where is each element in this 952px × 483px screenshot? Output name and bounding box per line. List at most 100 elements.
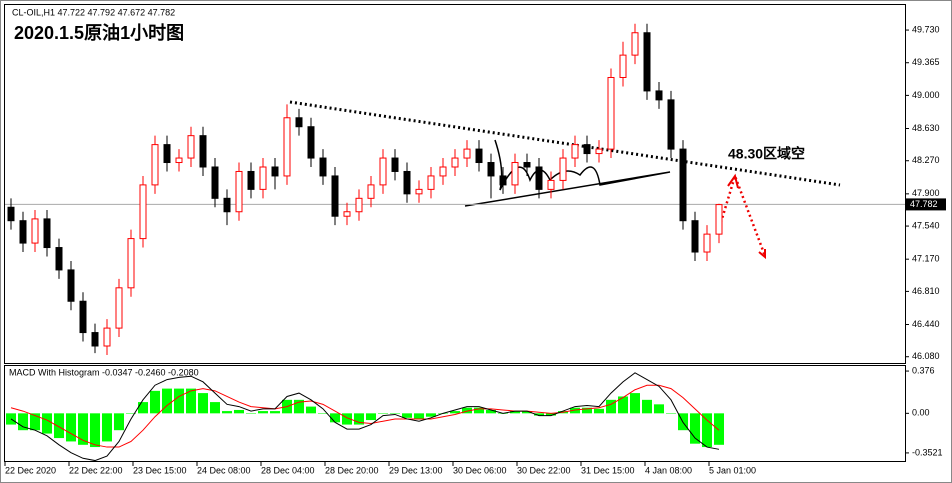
y-tick-label: 0.00 [912, 408, 930, 418]
histogram-bar [42, 413, 52, 434]
candle-body [427, 175, 435, 190]
candle-body [247, 170, 255, 190]
price-panel [4, 4, 906, 364]
histogram-bar [66, 413, 76, 442]
x-tick-label: 22 Dec 22:00 [69, 465, 123, 475]
candle-body [511, 162, 519, 186]
price-label-box [906, 198, 946, 211]
candle-body [319, 157, 327, 177]
candle-body [307, 126, 315, 159]
candle-body [7, 206, 15, 222]
candle-body [535, 166, 543, 190]
histogram-bar [714, 413, 724, 445]
histogram-bar [594, 408, 604, 414]
histogram-bar [306, 406, 316, 414]
price-label: 47.782 [910, 199, 938, 209]
histogram-bar [474, 407, 484, 414]
candle-body [499, 175, 507, 186]
histogram-bar [54, 413, 64, 439]
signal-line [10, 384, 720, 448]
macd-line [10, 372, 720, 462]
y-tick-label: 48.270 [912, 155, 940, 165]
candle-body [487, 162, 495, 177]
y-tick-label: 46.810 [912, 286, 940, 296]
histogram-bar [606, 399, 616, 414]
histogram-bar [366, 413, 376, 421]
histogram-bar [450, 411, 460, 414]
candle-body [547, 179, 555, 190]
candle-body [715, 204, 723, 235]
candle-body [379, 157, 387, 186]
histogram-bar [630, 393, 640, 414]
histogram-bar [186, 388, 196, 414]
x-tick-label: 4 Jan 08:00 [645, 465, 692, 475]
histogram-bar [486, 409, 496, 414]
histogram-bar [18, 413, 28, 431]
candle-body [175, 157, 183, 164]
y-tick-label: 49.365 [912, 57, 940, 67]
candle-body [235, 170, 243, 213]
candle-body [691, 220, 699, 253]
x-tick-label: 23 Dec 15:00 [133, 465, 187, 475]
histogram-bar [642, 399, 652, 414]
y-tick-label: -0.3521 [912, 447, 943, 457]
histogram-bar [666, 413, 676, 414]
candle-body [415, 188, 423, 195]
candle-body [295, 117, 303, 128]
candle-body [115, 287, 123, 329]
candle-body [151, 144, 159, 186]
forecast-arrow [716, 172, 767, 257]
y-tick-label: 49.000 [912, 90, 940, 100]
y-tick-label: 47.900 [912, 188, 940, 198]
candle-body [667, 99, 675, 150]
histogram-bar [378, 413, 388, 414]
candle-body [163, 144, 171, 164]
candle-body [403, 170, 411, 195]
arrow-heads [727, 173, 766, 260]
candle-body [607, 76, 615, 150]
candle-body [655, 90, 663, 101]
histogram-bar [162, 388, 172, 414]
candle-body [91, 332, 99, 347]
candle-body [199, 135, 207, 168]
histogram-bar [426, 413, 436, 417]
candle-body [523, 162, 531, 168]
candle-body [463, 148, 471, 159]
histogram-bar [702, 413, 712, 448]
candle-body [595, 148, 603, 155]
histogram-bar [510, 411, 520, 414]
histogram-bar [234, 409, 244, 414]
candle-body [367, 184, 375, 199]
candle-body [631, 32, 639, 56]
y-tick-label: 46.080 [912, 351, 940, 361]
x-tick-label: 24 Dec 08:00 [197, 465, 251, 475]
candle-body [283, 117, 291, 177]
candle-body [103, 327, 111, 347]
candle-body [583, 144, 591, 155]
histogram-bar [174, 388, 184, 414]
histogram-bar [402, 413, 412, 418]
candle-body [55, 247, 63, 271]
histogram-bar [618, 396, 628, 414]
histogram-bar [582, 407, 592, 414]
histogram-bar [210, 402, 220, 414]
candle-body [211, 166, 219, 199]
candle-body [67, 269, 75, 302]
histogram-bar [330, 413, 340, 423]
candle-body [355, 197, 363, 213]
candle-body [127, 238, 135, 289]
histogram-bar [150, 390, 160, 414]
histogram-bar [546, 413, 556, 416]
candle-body [391, 157, 399, 172]
candle-body [79, 300, 87, 334]
histogram-bar [354, 413, 364, 425]
x-tick-label: 28 Dec 20:00 [325, 465, 379, 475]
histogram-bar [198, 393, 208, 414]
candle-body [139, 184, 147, 240]
histogram-bar [126, 413, 136, 414]
histogram-bar [258, 411, 268, 414]
histogram-bar [78, 413, 88, 445]
candle-body [679, 148, 687, 222]
symbol-info: CL-OIL,H1 47.722 47.792 47.672 47.782 [12, 7, 175, 17]
